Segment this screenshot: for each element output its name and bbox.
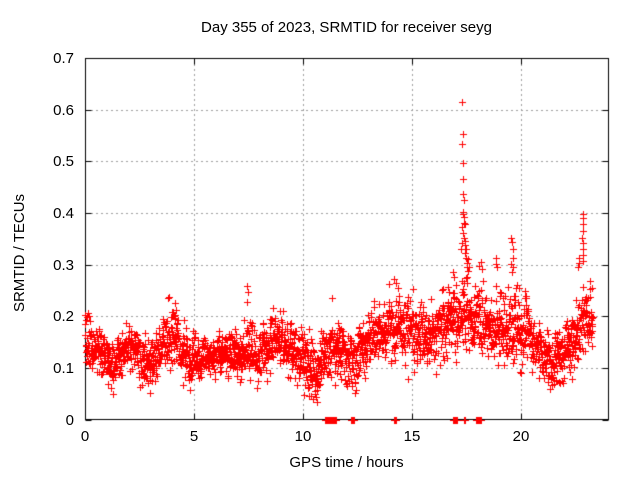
x-tick-label: 15 [403, 428, 421, 445]
y-tick-label: 0.2 [53, 308, 74, 325]
chart-title: Day 355 of 2023, SRMTID for receiver sey… [201, 19, 492, 36]
y-tick-label: 0.3 [53, 257, 74, 274]
y-tick-label: 0.1 [53, 360, 74, 377]
y-tick-label: 0.5 [53, 153, 74, 170]
x-tick-label: 10 [294, 428, 312, 445]
x-axis-label: GPS time / hours [289, 454, 404, 471]
y-tick-label: 0 [65, 412, 74, 429]
y-tick-label: 0.4 [53, 205, 74, 222]
x-tick-label: 5 [189, 428, 199, 445]
y-tick-label: 0.6 [53, 102, 74, 119]
x-tick-label: 20 [512, 428, 530, 445]
x-tick-label: 0 [80, 428, 90, 445]
y-tick-label: 0.7 [53, 50, 74, 67]
